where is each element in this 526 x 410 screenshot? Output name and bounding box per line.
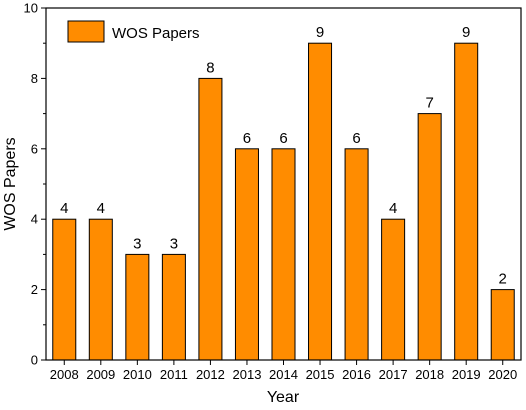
bar-2011 <box>161 253 186 361</box>
data-label-2020: 2 <box>499 271 507 288</box>
x-tick-label-2015: 2015 <box>306 367 335 382</box>
bar-2009 <box>88 218 113 361</box>
y-axis: 0 2 4 6 8 10 <box>24 1 46 368</box>
data-label-2017: 4 <box>389 200 397 217</box>
y-tick-label-4: 4 <box>31 212 38 227</box>
x-tick-label-2019: 2019 <box>452 367 481 382</box>
legend-label: WOS Papers <box>112 25 200 42</box>
data-label-2018: 7 <box>425 95 433 112</box>
bar-2019 <box>454 42 479 361</box>
data-label-2012: 8 <box>206 59 214 76</box>
y-tick-label-8: 8 <box>31 71 38 86</box>
bar-2008 <box>52 218 77 361</box>
x-tick-label-2018: 2018 <box>415 367 444 382</box>
data-label-2016: 6 <box>352 130 360 147</box>
bar-2016 <box>344 148 369 361</box>
y-tick-label-6: 6 <box>31 141 38 156</box>
x-tick-label-2014: 2014 <box>269 367 298 382</box>
bar-2020 <box>490 289 515 361</box>
bar-2013 <box>234 148 259 361</box>
data-label-2015: 9 <box>316 24 324 41</box>
x-axis: 2008 2009 2010 2011 2012 2013 2014 2015 2016 2017… <box>50 360 517 382</box>
y-tick-label-0: 0 <box>31 353 38 368</box>
y-axis-title: WOS Papers <box>2 137 19 230</box>
y-tick-label-2: 2 <box>31 282 38 297</box>
data-label-2014: 6 <box>279 130 287 147</box>
x-tick-label-2010: 2010 <box>123 367 152 382</box>
data-labels: 4 4 3 3 8 6 6 9 6 4 7 9 2 <box>60 24 507 287</box>
data-label-2009: 4 <box>97 200 105 217</box>
y-tick-label-10: 10 <box>24 1 38 16</box>
x-tick-label-2009: 2009 <box>86 367 115 382</box>
x-tick-label-2011: 2011 <box>160 367 188 382</box>
x-axis-title: Year <box>267 389 300 406</box>
data-label-2019: 9 <box>462 24 470 41</box>
bar-2014 <box>271 148 296 361</box>
x-tick-label-2013: 2013 <box>233 367 262 382</box>
x-tick-label-2012: 2012 <box>196 367 225 382</box>
legend: WOS Papers <box>67 20 200 43</box>
bar-2010 <box>125 253 150 361</box>
legend-swatch <box>67 20 105 43</box>
bar-2012 <box>198 77 223 361</box>
bars <box>52 42 515 361</box>
data-label-2013: 6 <box>243 130 251 147</box>
x-tick-label-2020: 2020 <box>488 367 517 382</box>
bar-2015 <box>308 42 333 361</box>
data-label-2011: 3 <box>170 235 178 252</box>
x-tick-label-2008: 2008 <box>50 367 79 382</box>
bar-2018 <box>417 113 442 361</box>
bar-2017 <box>381 218 406 361</box>
x-tick-label-2016: 2016 <box>342 367 371 382</box>
data-label-2008: 4 <box>60 200 68 217</box>
x-tick-label-2017: 2017 <box>379 367 408 382</box>
data-label-2010: 3 <box>133 235 141 252</box>
